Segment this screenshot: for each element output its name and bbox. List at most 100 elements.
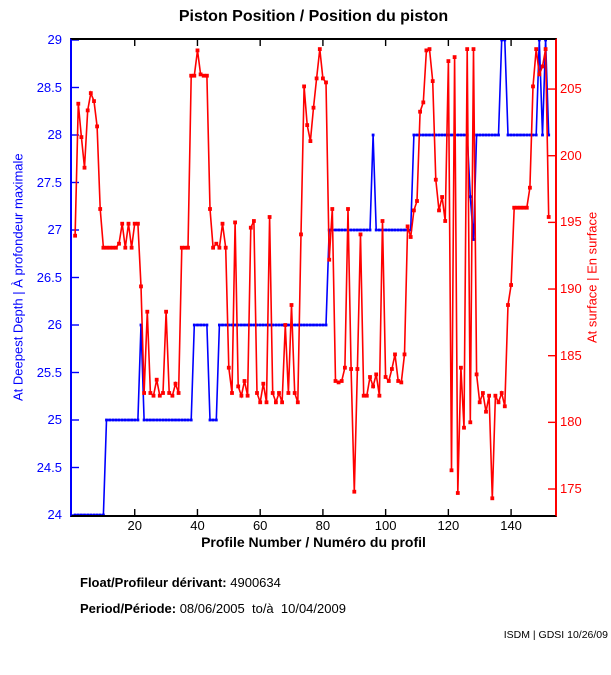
piston-position-at-deepest-depth-marker — [450, 133, 453, 137]
piston-position-at-deepest-depth-marker — [158, 418, 162, 422]
piston-position-at-deepest-depth-marker — [537, 40, 541, 42]
piston-position-at-surface-marker — [258, 400, 263, 405]
piston-position-at-surface-marker — [443, 219, 448, 223]
piston-position-at-surface-marker — [524, 205, 529, 210]
piston-position-at-deepest-depth-marker — [83, 513, 86, 515]
piston-position-at-deepest-depth-marker — [230, 323, 234, 327]
piston-position-at-surface-marker — [73, 233, 77, 238]
piston-position-at-surface-marker — [427, 47, 432, 51]
piston-position-at-surface-marker — [496, 400, 501, 405]
piston-position-at-deepest-depth-marker — [86, 513, 90, 515]
left-y-tick-label: 26 — [47, 317, 62, 332]
piston-position-at-surface-marker — [132, 221, 137, 226]
piston-position-at-deepest-depth-marker — [309, 323, 312, 327]
piston-position-at-surface-marker — [183, 245, 187, 250]
piston-position-at-deepest-depth-marker — [494, 133, 497, 137]
piston-position-at-surface-marker — [179, 245, 184, 250]
piston-position-at-surface-marker — [186, 245, 190, 250]
piston-position-at-surface-marker — [327, 257, 332, 262]
piston-position-at-deepest-depth-marker — [334, 228, 337, 232]
piston-position-at-deepest-depth-marker — [111, 418, 115, 422]
piston-position-at-surface-marker — [161, 391, 165, 395]
piston-position-at-deepest-depth-marker — [384, 228, 387, 232]
right-y-tick-label: 195 — [560, 214, 582, 230]
x-tick-label: 40 — [190, 518, 205, 533]
piston-position-at-surface-marker — [270, 391, 275, 395]
piston-position-at-surface-marker — [355, 367, 360, 371]
piston-position-at-deepest-depth-marker — [412, 133, 416, 137]
piston-position-at-surface-marker — [408, 235, 413, 239]
piston-position-at-surface-marker — [123, 245, 128, 250]
piston-position-at-surface-marker — [205, 73, 209, 78]
piston-position-at-deepest-depth-marker — [246, 323, 249, 327]
piston-position-at-surface-marker — [424, 48, 429, 53]
piston-position-at-deepest-depth-marker — [98, 513, 102, 515]
piston-position-at-surface-marker — [512, 205, 517, 210]
chart-canvas — [72, 40, 555, 515]
piston-position-at-deepest-depth-marker — [161, 418, 165, 422]
piston-position-at-deepest-depth-marker — [462, 133, 466, 137]
piston-position-at-deepest-depth-marker — [503, 40, 507, 42]
piston-position-at-deepest-depth-marker — [261, 323, 265, 327]
piston-position-at-surface-marker — [493, 393, 498, 398]
piston-position-at-surface-marker — [421, 100, 426, 105]
piston-position-at-deepest-depth-marker — [105, 418, 108, 422]
piston-position-at-deepest-depth-marker — [102, 513, 105, 515]
left-y-tick-label: 25 — [47, 412, 62, 427]
piston-position-at-deepest-depth-marker — [171, 418, 174, 422]
chart-title: Piston Position / Position du piston — [178, 8, 449, 25]
piston-position-at-surface-marker — [88, 91, 93, 95]
piston-position-at-deepest-depth-marker — [136, 418, 140, 422]
left-y-tick-label: 24.5 — [36, 459, 62, 475]
left-y-tick-label: 24 — [47, 507, 62, 522]
piston-position-at-deepest-depth-marker — [352, 228, 356, 232]
piston-position-at-deepest-depth-marker — [142, 418, 146, 422]
x-axis-label: Profile Number / Numéro du profil — [201, 534, 426, 550]
piston-position-at-surface-marker — [305, 123, 310, 127]
credit-text: ISDM | GDSI 10/26/09 — [503, 629, 608, 641]
piston-position-at-surface-marker — [295, 400, 300, 405]
piston-position-at-surface-marker — [239, 393, 244, 398]
piston-position-at-deepest-depth-marker — [340, 228, 344, 232]
piston-position-at-deepest-depth-marker — [164, 418, 168, 422]
piston-position-at-surface-marker — [139, 284, 143, 289]
piston-position-at-surface-marker — [255, 391, 259, 395]
piston-position-at-surface-marker — [455, 491, 460, 495]
piston-position-at-surface-marker — [217, 245, 222, 250]
piston-position-at-deepest-depth-marker — [359, 228, 362, 232]
piston-position-at-surface-marker — [233, 220, 237, 225]
piston-position-at-surface-marker — [283, 323, 288, 327]
piston-position-at-surface-marker — [302, 84, 306, 89]
piston-position-at-surface-marker — [383, 375, 388, 379]
piston-position-at-deepest-depth-marker — [318, 323, 322, 327]
piston-position-at-deepest-depth-marker — [531, 133, 535, 137]
piston-position-at-surface-marker — [167, 391, 172, 395]
piston-position-at-deepest-depth-marker — [324, 323, 328, 327]
piston-position-at-deepest-depth-marker — [371, 133, 375, 137]
piston-position-at-deepest-depth-marker — [127, 418, 130, 422]
piston-position-at-surface-marker — [286, 391, 291, 395]
piston-position-at-surface-marker — [164, 309, 168, 314]
piston-position-at-surface-marker — [201, 73, 206, 78]
right-y-tick-label: 205 — [560, 81, 582, 97]
piston-position-at-deepest-depth-marker — [299, 323, 303, 327]
piston-position-at-surface-marker — [358, 232, 363, 237]
piston-position-at-deepest-depth-marker — [265, 323, 268, 327]
piston-position-at-deepest-depth-marker — [497, 133, 500, 137]
piston-position-at-surface-marker — [248, 225, 253, 230]
piston-position-at-surface-marker — [515, 205, 520, 210]
piston-position-at-surface-marker — [481, 391, 485, 395]
piston-position-at-surface-marker — [361, 393, 366, 398]
piston-position-at-surface-marker — [264, 400, 269, 405]
left-y-tick-label: 29 — [47, 32, 62, 47]
piston-position-at-surface-marker — [136, 221, 140, 226]
piston-position-at-deepest-depth-marker — [92, 513, 96, 515]
piston-position-at-deepest-depth-marker — [76, 513, 80, 515]
float-id-line: Float/Profileur dérivant: 4900634 — [80, 575, 281, 590]
piston-position-at-surface-marker — [292, 391, 297, 395]
piston-position-at-surface-marker — [371, 384, 375, 389]
piston-position-at-deepest-depth-marker — [490, 133, 494, 137]
piston-position-at-surface-marker — [380, 219, 385, 223]
piston-position-at-surface-marker — [471, 47, 476, 51]
